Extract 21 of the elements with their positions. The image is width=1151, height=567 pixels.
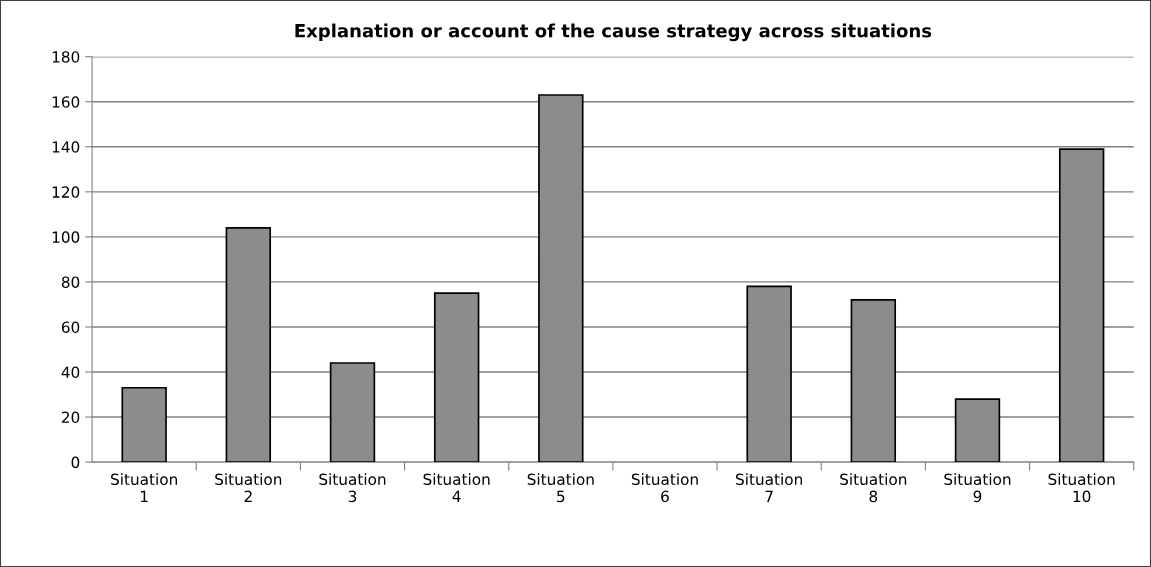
x-tick-label: Situation 10 (1048, 473, 1115, 503)
y-tick-label: 160 (52, 96, 80, 108)
x-tick-label: Situation 9 (944, 473, 1011, 503)
chart-title: Explanation or account of the cause strategy across situations (295, 23, 932, 42)
y-tick-label: 0 (71, 456, 80, 469)
y-tick-label: 140 (52, 141, 80, 153)
x-tick-label: Situation 5 (527, 473, 594, 503)
x-tick-label: Situation 4 (423, 473, 490, 502)
x-tick-label: Situation 2 (215, 473, 282, 502)
y-tick-label: 100 (52, 231, 80, 243)
y-tick-label: 40 (61, 366, 80, 379)
x-tick-label: Situation 1 (111, 473, 177, 502)
x-tick-label: Situation 7 (736, 473, 802, 502)
x-tick-label: Situation 3 (319, 473, 386, 503)
y-tick-label: 20 (61, 411, 80, 424)
x-tick-label: Situation 6 (631, 473, 698, 503)
y-tick-label: 80 (61, 276, 80, 288)
y-tick-label: 60 (61, 321, 80, 333)
y-tick-label: 120 (52, 186, 80, 198)
x-tick-label: Situation 8 (840, 473, 907, 503)
y-tick-label: 180 (52, 51, 80, 63)
